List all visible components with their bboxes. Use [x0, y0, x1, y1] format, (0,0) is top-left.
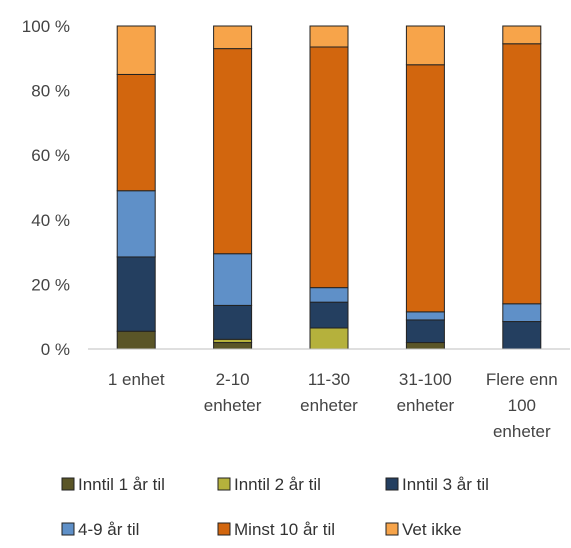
y-tick-label: 80 % [31, 82, 70, 101]
legend-swatch [61, 477, 75, 491]
legend-label: Inntil 1 år til [78, 475, 165, 494]
legend: Inntil 1 år til Inntil 2 år til Inntil 3 å… [61, 475, 489, 539]
legend-swatch [385, 522, 399, 536]
bar-segment [502, 25, 542, 45]
bar-segment [309, 25, 349, 48]
x-tick-label: Flere enn [486, 370, 558, 389]
bar-segment [213, 25, 253, 50]
bar-segment [502, 43, 542, 305]
y-tick-label: 20 % [31, 275, 70, 294]
x-tick-label: enheter [493, 422, 551, 441]
bar-segment [502, 303, 542, 323]
bar-segment [309, 46, 349, 289]
legend-label: Vet ikke [402, 520, 462, 539]
legend-swatch [217, 477, 231, 491]
bar-segment [213, 48, 253, 255]
bar-segment [502, 321, 542, 350]
bar-segment [309, 327, 349, 350]
legend-swatch [385, 477, 399, 491]
y-tick-label: 100 % [22, 17, 70, 36]
bar-segment [405, 25, 445, 66]
bar-segment [116, 256, 156, 332]
x-tick-label: 100 [508, 396, 536, 415]
bar-segment [213, 342, 253, 350]
bar-segment [116, 330, 156, 350]
bar-segment [309, 287, 349, 303]
x-tick-label: 11-30 [308, 370, 350, 389]
bar-segment [405, 64, 445, 313]
legend-swatch [217, 522, 231, 536]
bar-segment [405, 319, 445, 344]
x-tick-label: 2-10 [216, 370, 250, 389]
y-axis: 0 % 20 % 40 % 60 % 80 % 100 % [22, 17, 70, 359]
x-tick-label: enheter [397, 396, 455, 415]
bar-segment [116, 73, 156, 192]
y-tick-label: 40 % [31, 211, 70, 230]
legend-label: Inntil 2 år til [234, 475, 321, 494]
x-tick-label: enheter [204, 396, 262, 415]
x-tick-label: enheter [300, 396, 358, 415]
bar-segment [116, 25, 156, 75]
y-tick-label: 0 % [41, 340, 70, 359]
bar-segment [405, 311, 445, 321]
bar-segment [309, 301, 349, 329]
legend-label: Inntil 3 år til [402, 475, 489, 494]
legend-label: 4-9 år til [78, 520, 139, 539]
y-tick-label: 60 % [31, 146, 70, 165]
x-axis: 1 enhet 2-10 enheter 11-30 enheter 31-100 enhe… [88, 348, 570, 441]
bar-segment [213, 253, 253, 306]
bar-segment [213, 304, 253, 340]
x-tick-label: 1 enhet [108, 370, 165, 389]
bar-segment [116, 190, 156, 258]
bar-segment [405, 342, 445, 350]
bars [116, 25, 542, 350]
legend-swatch [61, 522, 75, 536]
legend-label: Minst 10 år til [234, 520, 335, 539]
x-tick-label: 31-100 [399, 370, 452, 389]
